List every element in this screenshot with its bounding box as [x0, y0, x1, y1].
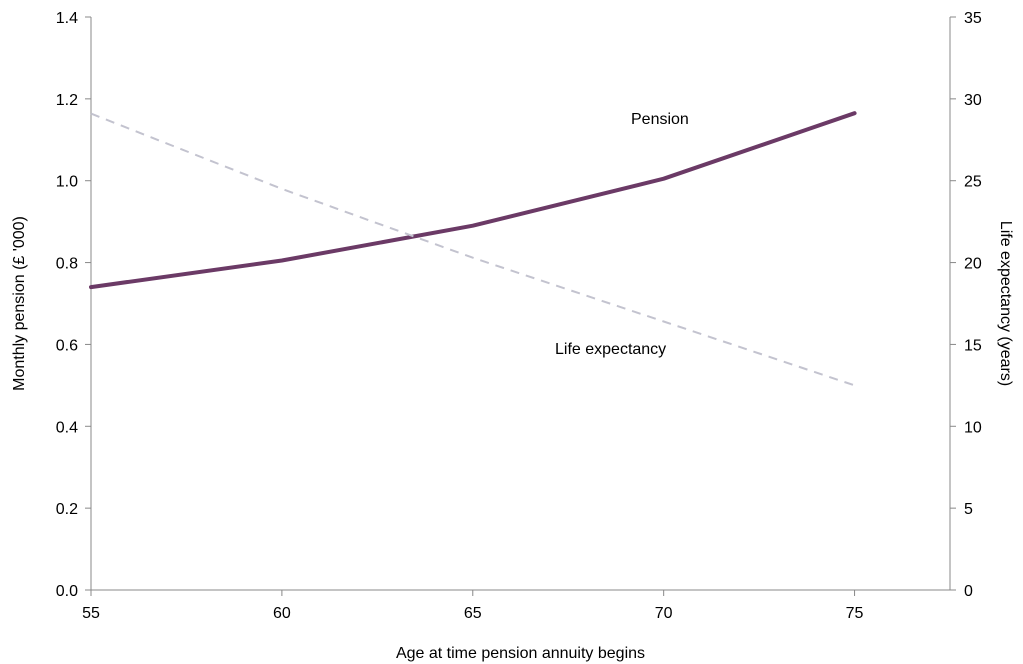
left-y-tick-label: 0.8	[56, 256, 78, 273]
right-y-tick-label: 5	[964, 501, 973, 518]
left-y-tick-label: 0.0	[56, 583, 78, 600]
series-label-life-expectancy: Life expectancy	[555, 341, 666, 358]
series-lines	[89, 111, 857, 387]
left-y-tick-label: 1.2	[56, 92, 78, 109]
left-y-tick-label: 0.4	[56, 419, 78, 436]
x-tick-label: 65	[464, 605, 482, 622]
left-y-tick-label: 1.0	[56, 174, 78, 191]
x-tick-label: 60	[273, 605, 291, 622]
right-y-tick-label: 25	[964, 174, 982, 191]
x-tick-label: 70	[655, 605, 673, 622]
right-y-tick-label: 30	[964, 92, 982, 109]
series-label-pension: Pension	[631, 111, 689, 128]
x-tick-label: 75	[846, 605, 864, 622]
right-y-tick-label: 0	[964, 583, 973, 600]
axes	[90, 17, 951, 591]
left-y-tick-label: 0.6	[56, 337, 78, 354]
series-line-life-expectancy	[90, 112, 855, 387]
left-y-axis-title: Monthly pension (£ '000)	[11, 216, 28, 391]
labels: Age at time pension annuity begins Month…	[11, 111, 1014, 662]
right-y-tick-label: 35	[964, 10, 982, 27]
right-y-tick-label: 20	[964, 256, 982, 273]
right-y-axis-title: Life expectancy (years)	[997, 221, 1014, 386]
x-tick-label: 55	[82, 605, 100, 622]
left-y-tick-label: 1.4	[56, 10, 78, 27]
right-y-tick-label: 15	[964, 337, 982, 354]
left-y-tick-label: 0.2	[56, 501, 78, 518]
series-line-pension	[89, 111, 857, 290]
ticks: 55 60 65 70 75 0.0 0.2 0.4 0.6 0.8 1.0 1.2 1.4 0 5 10 15…	[56, 10, 982, 622]
x-axis-title: Age at time pension annuity begins	[396, 645, 645, 662]
right-y-tick-label: 10	[964, 419, 982, 436]
